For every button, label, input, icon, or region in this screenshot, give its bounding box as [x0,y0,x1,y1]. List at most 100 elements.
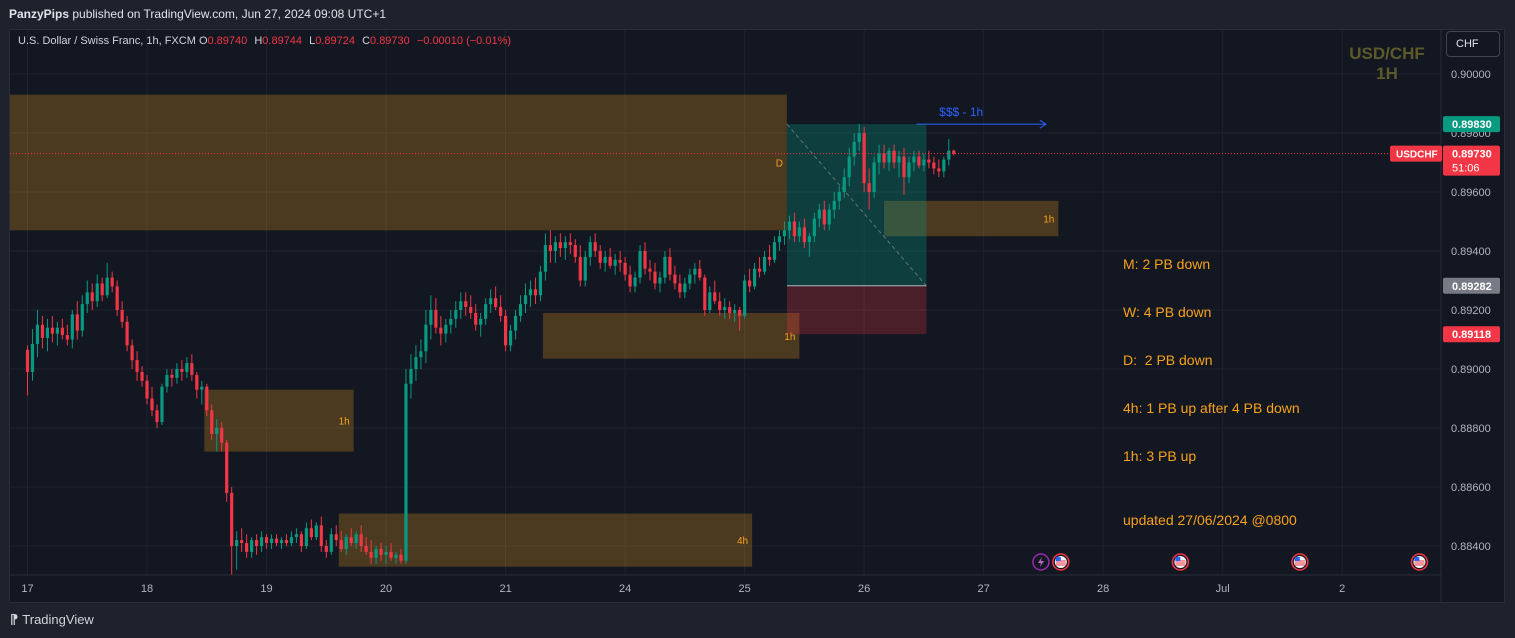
candle[interactable] [598,245,602,269]
candle[interactable] [852,133,856,166]
candle[interactable] [593,233,597,257]
candle[interactable] [115,280,119,316]
candle[interactable] [45,318,50,352]
candle[interactable] [902,147,906,195]
candle[interactable] [518,295,523,322]
candle[interactable] [937,159,941,178]
candle[interactable] [553,236,557,263]
candle[interactable] [822,200,826,231]
chart-frame[interactable] [9,29,1505,603]
candle[interactable] [499,295,503,322]
candle[interactable] [120,301,124,328]
candle[interactable] [374,546,378,564]
candle[interactable] [787,215,792,240]
candle[interactable] [379,543,383,561]
candle[interactable] [618,251,622,272]
target-arrow[interactable]: $$$ - 1h [916,105,1047,129]
candle[interactable] [304,522,308,549]
candle[interactable] [334,525,338,546]
candle[interactable] [369,540,373,564]
candle[interactable] [459,292,463,319]
candle[interactable] [215,419,219,452]
last-price-tag[interactable]: USDCHF 0.89730 51:06 [1390,145,1500,176]
candle[interactable] [250,537,254,558]
candle[interactable] [673,265,677,290]
candle[interactable] [150,386,154,417]
candle[interactable] [628,265,632,293]
candle[interactable] [513,310,518,340]
candle[interactable] [85,280,89,313]
candle[interactable] [802,218,806,249]
tradingview-logo[interactable]: ⁋ TradingView [10,612,94,628]
candle[interactable] [125,315,129,352]
candle[interactable] [170,369,174,387]
candle[interactable] [777,230,782,251]
candle[interactable] [364,537,368,555]
candle[interactable] [543,233,548,281]
candle[interactable] [743,274,747,319]
candle[interactable] [688,268,692,290]
candle[interactable] [419,339,423,370]
candle[interactable] [384,546,388,564]
supply-demand-zone[interactable] [338,513,753,567]
candle[interactable] [892,144,896,169]
candle[interactable] [294,528,299,544]
candle[interactable] [289,531,294,546]
candle[interactable] [449,310,453,334]
candle[interactable] [882,144,886,169]
candle[interactable] [752,262,757,290]
candle[interactable] [110,271,114,293]
candle[interactable] [140,366,144,387]
candle[interactable] [708,286,712,313]
candle[interactable] [429,295,433,340]
candle[interactable] [603,251,607,272]
candle[interactable] [70,310,74,349]
candle[interactable] [254,534,259,555]
candle[interactable] [190,354,194,381]
candle[interactable] [623,256,627,281]
candle[interactable] [503,310,508,352]
candle[interactable] [653,262,657,290]
candle[interactable] [932,156,936,175]
candle[interactable] [155,404,159,428]
candle[interactable] [409,354,413,399]
candle[interactable] [464,292,468,316]
candle[interactable] [50,315,54,343]
candle[interactable] [424,310,428,364]
candle[interactable] [782,221,787,246]
candle[interactable] [638,245,642,284]
candle[interactable] [762,251,767,275]
candle[interactable] [389,543,393,561]
candle[interactable] [578,245,582,287]
candle[interactable] [314,522,318,541]
candle[interactable] [633,271,637,293]
candle[interactable] [205,383,209,417]
candle[interactable] [454,301,458,328]
price-marker[interactable]: 0.89282 [1443,277,1500,294]
candle[interactable] [942,156,946,178]
candle[interactable] [175,363,179,384]
candle[interactable] [100,277,104,302]
candle[interactable] [75,301,79,340]
candle[interactable] [180,360,184,381]
candle[interactable] [563,236,567,260]
candle[interactable] [434,298,438,334]
position-loss-area[interactable] [786,285,927,335]
candle[interactable] [658,271,662,293]
candle[interactable] [95,274,99,308]
candle[interactable] [359,525,363,552]
candle[interactable] [718,292,722,316]
candle[interactable] [508,324,513,352]
candle[interactable] [130,339,134,370]
candle[interactable] [792,212,797,243]
candle[interactable] [354,531,358,549]
candle[interactable] [907,156,911,184]
candle[interactable] [528,280,533,308]
candle[interactable] [757,256,762,278]
candle[interactable] [230,487,234,576]
candle[interactable] [568,233,572,254]
candle[interactable] [165,369,169,393]
candle[interactable] [827,203,831,231]
candle[interactable] [713,280,717,305]
candle[interactable] [414,345,418,381]
